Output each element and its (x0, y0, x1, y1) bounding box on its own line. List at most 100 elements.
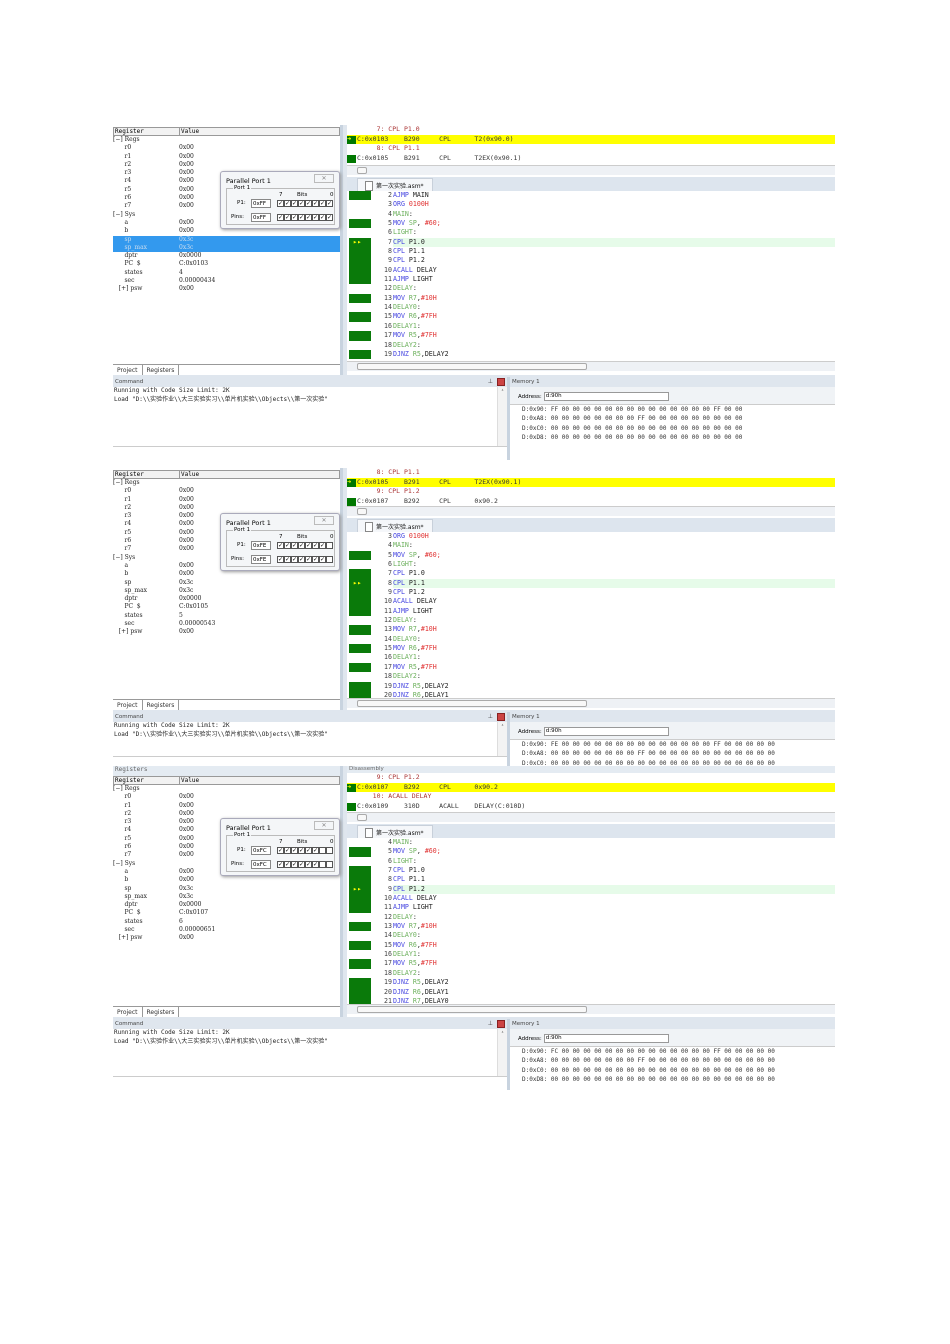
disassembly-line[interactable]: 8: CPL P1.1 (347, 468, 835, 478)
register-row[interactable]: r7 0x00 (113, 851, 340, 859)
pins-bit-5-checkbox[interactable]: ✓ (291, 861, 298, 868)
disassembly-line[interactable]: 9: CPL P1.2 (347, 487, 835, 497)
register-row[interactable]: r5 0x00 (113, 529, 340, 537)
disassembly-line[interactable]: ➜ C:0x0107 B292 CPL 0x90.2 (347, 782, 835, 792)
disassembly-line[interactable]: 10: ACALL DELAY (347, 792, 835, 802)
pin-icon[interactable]: ⊥ (487, 378, 493, 385)
source-line[interactable]: 16 DELAY1: (347, 322, 835, 331)
source-line[interactable]: 7 CPL P1.0 (347, 569, 835, 579)
pins-bit-4-checkbox[interactable]: ✓ (298, 556, 305, 563)
register-row[interactable]: r1 0x00 (113, 153, 340, 161)
register-row[interactable]: PC $ C:0x0107 (113, 909, 340, 917)
register-row[interactable]: [−] Regs (113, 785, 340, 793)
register-row[interactable]: [−] Sys (113, 211, 340, 219)
editor-hscrollbar[interactable] (347, 361, 835, 371)
source-line[interactable]: 10 ACALL DELAY (347, 597, 835, 607)
register-row[interactable]: r2 0x00 (113, 504, 340, 512)
source-line[interactable]: ▸▸ 7 CPL P1.0 (347, 237, 835, 248)
source-line[interactable]: 15 MOV R6,#7FH (347, 940, 835, 951)
register-row[interactable]: r6 0x00 (113, 843, 340, 851)
disassembly-hscrollbar[interactable] (347, 812, 835, 822)
source-line[interactable]: 19 DJNZ R5,DELAY2 (347, 681, 835, 691)
editor-hscrollbar[interactable] (347, 1004, 835, 1014)
register-column-header[interactable]: Register (114, 471, 180, 478)
pins-bit-6-checkbox[interactable]: ✓ (284, 556, 291, 563)
register-row[interactable]: PC $ C:0x0105 (113, 603, 340, 611)
register-row[interactable]: [−] Regs (113, 136, 340, 144)
scroll-thumb[interactable] (357, 814, 367, 821)
scroll-thumb[interactable] (357, 167, 367, 174)
register-row[interactable]: [−] Sys (113, 554, 340, 562)
p1-bit-6-checkbox[interactable]: ✓ (284, 847, 291, 854)
tab-project[interactable]: Project (113, 700, 143, 710)
editor-tab-file[interactable]: 第一次实验.asm* (357, 178, 433, 191)
register-row[interactable]: b 0x00 (113, 876, 340, 884)
p1-bit-5-checkbox[interactable]: ✓ (291, 200, 298, 207)
register-row[interactable]: sp 0x3c (113, 235, 340, 244)
pins-bit-2-checkbox[interactable]: ✓ (312, 556, 319, 563)
parallel-port-dialog[interactable]: Parallel Port 1 ✕ Port 1 7 Bits 0 P1: 0xFC ✓ ✓ ✓ ✓ ✓… (220, 818, 340, 876)
register-row[interactable]: dptr 0x0000 (113, 901, 340, 909)
editor-hscrollbar[interactable] (347, 698, 835, 708)
disassembly-hscrollbar[interactable] (347, 506, 835, 516)
command-vscrollbar[interactable]: ▴ (497, 722, 507, 756)
source-editor[interactable]: 2 AJMP MAIN 3 ORG 0100H 4 MAIN: 5 MOV SP, #60; 6… (347, 191, 835, 361)
source-line[interactable]: 14 DELAY0: (347, 931, 835, 940)
register-row[interactable]: PC $ C:0x0103 (113, 260, 340, 268)
register-row[interactable]: r0 0x00 (113, 144, 340, 152)
tab-project[interactable]: Project (113, 365, 143, 375)
pins-bit-3-checkbox[interactable]: ✓ (305, 861, 312, 868)
disassembly-line[interactable]: 8: CPL P1.1 (347, 144, 835, 154)
source-line[interactable]: 6 LIGHT: (347, 228, 835, 237)
source-line[interactable]: 13 MOV R7,#10H (347, 922, 835, 932)
disassembly-line[interactable]: C:0x0105 B291 CPL T2EX(0x90.1) (347, 154, 835, 164)
p1-bit-2-checkbox[interactable]: ✓ (312, 200, 319, 207)
source-line[interactable]: 14 DELAY0: (347, 303, 835, 312)
source-line[interactable]: 21 DJNZ R7,DELAY0 (347, 996, 835, 1007)
p1-value-field[interactable]: 0xFC (251, 846, 271, 855)
p1-value-field[interactable]: 0xFE (251, 541, 271, 550)
scroll-thumb[interactable] (357, 1006, 587, 1013)
register-row[interactable]: [+] psw 0x00 (113, 934, 340, 942)
source-editor[interactable]: 4 MAIN: 5 MOV SP, #60; 6 LIGHT: 7 CPL P1.0 8 CPL … (347, 838, 835, 1007)
source-line[interactable]: 6 LIGHT: (347, 560, 835, 569)
p1-bit-7-checkbox[interactable]: ✓ (277, 847, 284, 854)
disassembly-line[interactable]: ➜ C:0x0103 B290 CPL T2(0x90.0) (347, 134, 835, 144)
register-row[interactable]: r5 0x00 (113, 186, 340, 194)
address-input[interactable]: d:90h (543, 1034, 669, 1043)
source-line[interactable]: 15 MOV R6,#7FH (347, 644, 835, 654)
register-column-header[interactable]: Register (114, 128, 180, 135)
source-line[interactable]: 4 MAIN: (347, 838, 835, 847)
p1-bit-4-checkbox[interactable]: ✓ (298, 542, 305, 549)
p1-bit-1-checkbox[interactable]: ✓ (319, 542, 326, 549)
scroll-thumb[interactable] (357, 508, 367, 515)
register-row[interactable]: [−] Sys (113, 860, 340, 868)
pins-bit-5-checkbox[interactable]: ✓ (291, 556, 298, 563)
register-row[interactable]: sec 0.00000651 (113, 926, 340, 934)
expander-icon[interactable]: [−] (113, 479, 125, 486)
disassembly-line[interactable]: C:0x0109 310D ACALL DELAY(C:010D) (347, 802, 835, 812)
register-row[interactable]: r1 0x00 (113, 802, 340, 810)
source-line[interactable]: 11 AJMP LIGHT (347, 903, 835, 913)
register-row[interactable]: r2 0x00 (113, 810, 340, 818)
register-row[interactable]: states 5 (113, 612, 340, 620)
p1-bit-3-checkbox[interactable]: ✓ (305, 200, 312, 207)
close-icon[interactable] (497, 713, 505, 721)
command-input[interactable] (113, 1076, 507, 1090)
expander-icon[interactable]: [−] (113, 136, 125, 143)
register-row[interactable]: sp_max 0x3c (113, 587, 340, 595)
source-line[interactable]: 16 DELAY1: (347, 950, 835, 959)
value-column-header[interactable]: Value (181, 128, 200, 135)
register-row[interactable]: r0 0x00 (113, 487, 340, 495)
value-column-header[interactable]: Value (181, 777, 200, 784)
p1-bit-7-checkbox[interactable]: ✓ (277, 542, 284, 549)
source-line[interactable]: 4 MAIN: (347, 210, 835, 219)
close-icon[interactable] (497, 378, 505, 386)
p1-bit-5-checkbox[interactable]: ✓ (291, 847, 298, 854)
register-row[interactable]: sp 0x3c (113, 579, 340, 587)
disassembly-line[interactable]: ➜ C:0x0105 B291 CPL T2EX(0x90.1) (347, 477, 835, 487)
value-column-header[interactable]: Value (181, 471, 200, 478)
source-line[interactable]: 17 MOV R5,#7FH (347, 331, 835, 341)
source-line[interactable]: 11 AJMP LIGHT (347, 275, 835, 285)
register-row[interactable]: [+] psw 0x00 (113, 628, 340, 636)
